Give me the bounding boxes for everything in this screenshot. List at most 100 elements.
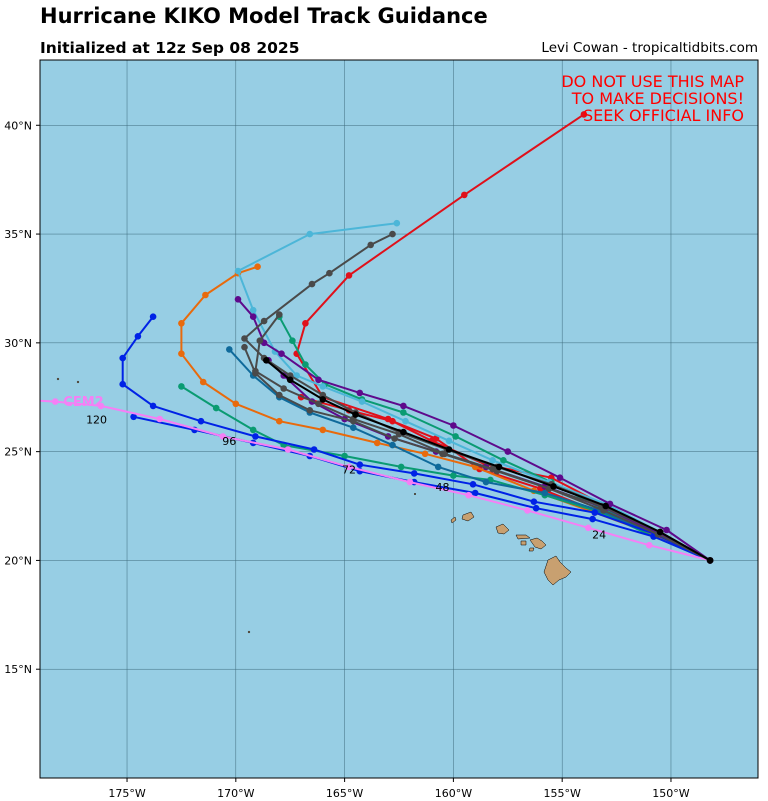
track-point: [391, 435, 398, 442]
track-point: [315, 376, 322, 384]
track-point: [452, 433, 459, 440]
island-lanai: [520, 540, 527, 546]
track-point: [591, 509, 599, 516]
track-point: [421, 450, 429, 458]
track-point: [402, 417, 409, 425]
track-point: [589, 515, 596, 523]
track-point: [358, 398, 366, 405]
hawaiian-islands: [56, 377, 572, 634]
track-point: [234, 296, 242, 303]
track-point: [178, 320, 185, 327]
model-track: [15, 396, 714, 564]
track-point: [556, 474, 564, 482]
lon-tick-label: 150°W: [652, 787, 689, 800]
track-point: [119, 354, 126, 362]
track-point: [350, 424, 357, 432]
track-point: [308, 280, 316, 288]
track-point: [345, 272, 353, 279]
track-line: [228, 348, 711, 562]
track-point: [149, 402, 157, 410]
model-track: [119, 313, 714, 564]
track-line: [278, 316, 711, 562]
track-point: [319, 383, 327, 390]
track-point: [406, 478, 414, 486]
island-big-island: [543, 555, 572, 586]
lat-tick-label: 40°N: [4, 119, 32, 132]
lon-tick-label: 160°W: [435, 787, 472, 800]
track-point: [389, 441, 396, 449]
track-point: [289, 337, 296, 345]
islet-2: [247, 630, 251, 634]
track-point: [252, 433, 259, 440]
track-point: [345, 463, 353, 471]
forecast-hour-labels: 24 48 72 96 120: [86, 413, 606, 541]
track-point: [461, 191, 468, 199]
track-point: [500, 457, 507, 464]
track-point: [202, 291, 209, 299]
lon-tick-label: 155°W: [543, 787, 580, 800]
track-line: [180, 385, 711, 562]
track-point: [319, 396, 327, 403]
track-point: [15, 396, 22, 403]
track-point: [352, 411, 359, 418]
credit-text: Levi Cowan - tropicaltidbits.com: [541, 40, 758, 56]
islet-4: [76, 380, 80, 384]
island-kahoolawe: [528, 547, 535, 552]
track-point: [393, 219, 401, 227]
forecast-hour-label: 120: [86, 413, 107, 426]
model-track: [263, 357, 714, 564]
track-point: [219, 433, 227, 440]
track-point: [254, 263, 261, 271]
islet-3: [56, 377, 60, 381]
islet-1: [413, 492, 417, 496]
track-point: [450, 422, 457, 429]
track-point: [252, 367, 259, 375]
lon-tick-label: 170°W: [217, 787, 254, 800]
track-point: [249, 306, 257, 314]
track-point: [149, 313, 157, 321]
track-point: [249, 426, 257, 434]
track-point: [306, 407, 314, 414]
track-point: [397, 463, 405, 471]
track-point: [97, 402, 105, 410]
track-point: [293, 372, 301, 379]
track-point: [284, 446, 292, 453]
lat-tick-label: 20°N: [4, 554, 32, 567]
model-name-labels: CEM2: [63, 395, 103, 410]
track-point: [178, 350, 185, 358]
lat-tick-label: 35°N: [4, 228, 32, 241]
warning-line-1: DO NOT USE THIS MAP: [561, 72, 744, 91]
lat-tick-label: 25°N: [4, 446, 32, 459]
track-point: [400, 402, 407, 410]
track-point: [356, 389, 364, 397]
track-line: [243, 346, 711, 562]
island-molokai: [515, 534, 531, 540]
forecast-hour-label: 24: [592, 529, 606, 542]
track-point: [400, 409, 407, 416]
initialization-subtitle: Initialized at 12z Sep 08 2025: [40, 39, 300, 57]
track-point: [249, 313, 257, 321]
axis-ticks: 175°W 170°W 165°W 160°W 155°W 150°W 15°N 20°N 25…: [4, 119, 690, 800]
track-point: [310, 446, 318, 453]
track-point: [389, 417, 396, 425]
track-point: [226, 346, 233, 353]
track-point: [524, 507, 531, 514]
map-title: Hurricane KIKO Model Track Guidance: [40, 4, 488, 28]
track-point: [489, 465, 496, 473]
track-point: [51, 398, 59, 405]
track-point: [441, 450, 449, 458]
warning-line-2: TO MAKE DECISIONS!: [571, 89, 744, 108]
track-point: [504, 448, 512, 455]
island-niihau: [450, 516, 457, 524]
lon-tick-label: 175°W: [108, 787, 145, 800]
map-frame: [39, 59, 759, 779]
track-point: [280, 385, 288, 392]
lat-tick-label: 15°N: [4, 663, 32, 676]
track-point: [276, 417, 283, 425]
track-point: [367, 241, 375, 249]
track-point: [434, 463, 442, 471]
track-point: [656, 528, 664, 536]
track-point: [580, 111, 588, 118]
model-name-label: CEM2: [63, 395, 103, 410]
track-point: [550, 483, 557, 490]
